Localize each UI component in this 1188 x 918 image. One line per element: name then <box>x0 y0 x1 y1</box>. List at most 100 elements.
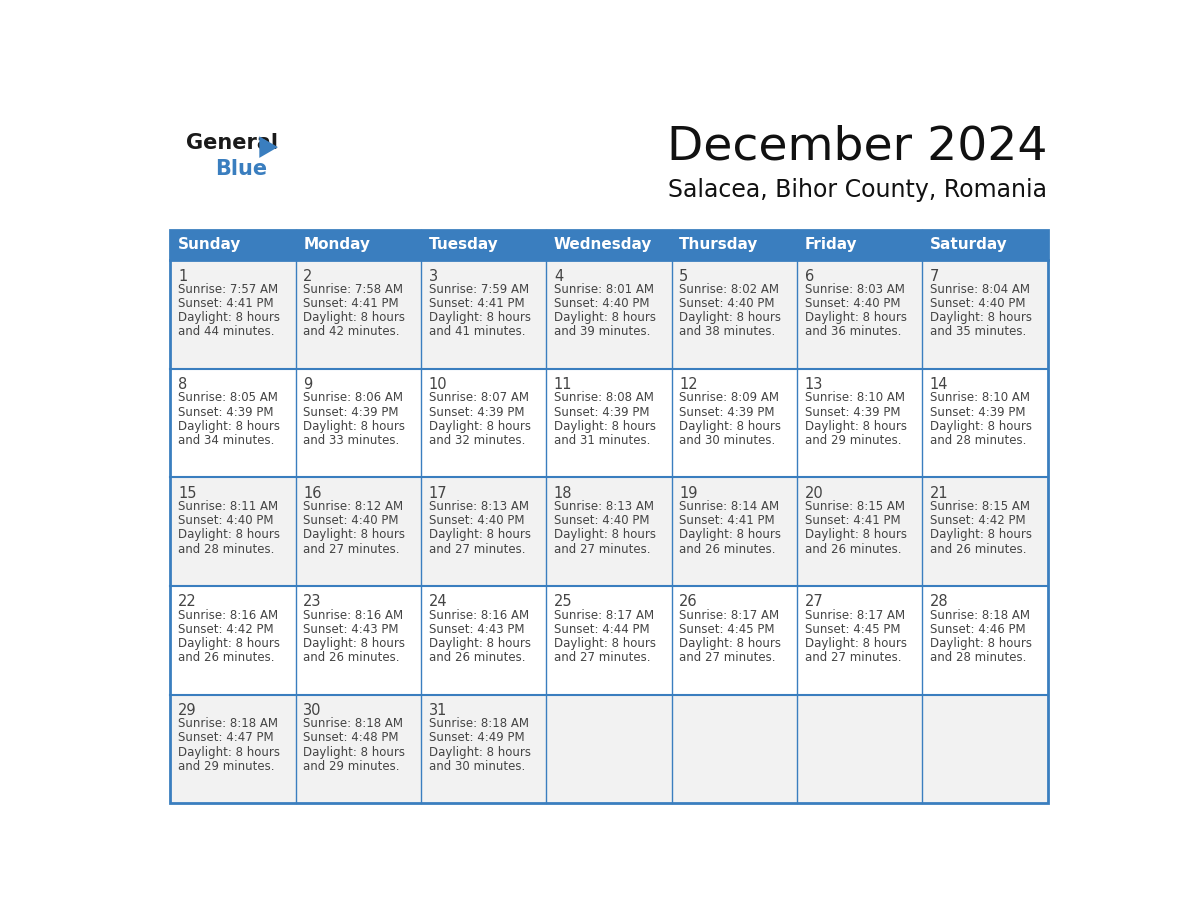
Text: Daylight: 8 hours: Daylight: 8 hours <box>178 745 280 758</box>
Text: Sunset: 4:40 PM: Sunset: 4:40 PM <box>554 514 650 527</box>
Text: Sunrise: 8:13 AM: Sunrise: 8:13 AM <box>429 500 529 513</box>
Text: and 28 minutes.: and 28 minutes. <box>178 543 274 555</box>
Text: and 30 minutes.: and 30 minutes. <box>680 434 776 447</box>
Text: Sunset: 4:48 PM: Sunset: 4:48 PM <box>303 732 399 744</box>
Polygon shape <box>259 137 278 158</box>
Text: Sunset: 4:39 PM: Sunset: 4:39 PM <box>178 406 273 419</box>
Text: and 26 minutes.: and 26 minutes. <box>804 543 901 555</box>
Text: Friday: Friday <box>804 238 858 252</box>
Text: Sunrise: 8:05 AM: Sunrise: 8:05 AM <box>178 391 278 405</box>
Text: Sunrise: 8:15 AM: Sunrise: 8:15 AM <box>804 500 904 513</box>
Text: 21: 21 <box>930 486 948 501</box>
Text: and 27 minutes.: and 27 minutes. <box>680 651 776 664</box>
Text: Sunset: 4:40 PM: Sunset: 4:40 PM <box>303 514 399 527</box>
Text: Sunset: 4:40 PM: Sunset: 4:40 PM <box>930 297 1025 310</box>
Bar <box>170 695 1048 803</box>
Bar <box>546 230 671 261</box>
Bar <box>170 230 1048 803</box>
Text: Daylight: 8 hours: Daylight: 8 hours <box>554 420 656 432</box>
Text: Sunrise: 8:10 AM: Sunrise: 8:10 AM <box>930 391 1030 405</box>
Text: Tuesday: Tuesday <box>429 238 498 252</box>
Text: Sunset: 4:43 PM: Sunset: 4:43 PM <box>303 622 399 636</box>
Text: Sunrise: 8:08 AM: Sunrise: 8:08 AM <box>554 391 653 405</box>
Text: Saturday: Saturday <box>930 238 1007 252</box>
Text: Sunrise: 7:57 AM: Sunrise: 7:57 AM <box>178 283 278 296</box>
Text: and 27 minutes.: and 27 minutes. <box>429 543 525 555</box>
Text: Daylight: 8 hours: Daylight: 8 hours <box>554 637 656 650</box>
Text: 8: 8 <box>178 377 188 392</box>
Text: Daylight: 8 hours: Daylight: 8 hours <box>429 311 531 324</box>
Text: Sunset: 4:43 PM: Sunset: 4:43 PM <box>429 622 524 636</box>
Text: Daylight: 8 hours: Daylight: 8 hours <box>930 311 1032 324</box>
Text: Daylight: 8 hours: Daylight: 8 hours <box>178 420 280 432</box>
Text: and 26 minutes.: and 26 minutes. <box>930 543 1026 555</box>
Text: Sunrise: 8:18 AM: Sunrise: 8:18 AM <box>303 717 403 730</box>
Text: Sunset: 4:39 PM: Sunset: 4:39 PM <box>930 406 1025 419</box>
Text: Sunrise: 8:04 AM: Sunrise: 8:04 AM <box>930 283 1030 296</box>
Text: Sunset: 4:45 PM: Sunset: 4:45 PM <box>680 622 775 636</box>
Bar <box>797 230 922 261</box>
Text: Sunrise: 8:14 AM: Sunrise: 8:14 AM <box>680 500 779 513</box>
Bar <box>421 230 546 261</box>
Text: 11: 11 <box>554 377 573 392</box>
Text: Sunday: Sunday <box>178 238 241 252</box>
Text: Wednesday: Wednesday <box>554 238 652 252</box>
Text: Daylight: 8 hours: Daylight: 8 hours <box>303 745 405 758</box>
Text: Sunrise: 7:58 AM: Sunrise: 7:58 AM <box>303 283 403 296</box>
Text: Sunrise: 8:18 AM: Sunrise: 8:18 AM <box>930 609 1030 621</box>
Text: 29: 29 <box>178 703 196 718</box>
Text: Daylight: 8 hours: Daylight: 8 hours <box>554 311 656 324</box>
Text: 10: 10 <box>429 377 447 392</box>
Text: Monday: Monday <box>303 238 371 252</box>
Text: 26: 26 <box>680 595 697 610</box>
Text: and 26 minutes.: and 26 minutes. <box>429 651 525 664</box>
Text: Sunset: 4:45 PM: Sunset: 4:45 PM <box>804 622 901 636</box>
Text: and 27 minutes.: and 27 minutes. <box>303 543 400 555</box>
Text: Sunrise: 8:17 AM: Sunrise: 8:17 AM <box>680 609 779 621</box>
Bar <box>170 477 1048 586</box>
Text: 20: 20 <box>804 486 823 501</box>
Text: General: General <box>185 133 278 153</box>
Text: Sunset: 4:46 PM: Sunset: 4:46 PM <box>930 622 1025 636</box>
Text: Daylight: 8 hours: Daylight: 8 hours <box>930 637 1032 650</box>
Bar <box>170 261 1048 369</box>
Text: and 26 minutes.: and 26 minutes. <box>178 651 274 664</box>
Text: Daylight: 8 hours: Daylight: 8 hours <box>554 529 656 542</box>
Text: and 27 minutes.: and 27 minutes. <box>804 651 901 664</box>
Text: 27: 27 <box>804 595 823 610</box>
Text: Sunrise: 7:59 AM: Sunrise: 7:59 AM <box>429 283 529 296</box>
Text: and 33 minutes.: and 33 minutes. <box>303 434 399 447</box>
Text: Sunset: 4:39 PM: Sunset: 4:39 PM <box>303 406 399 419</box>
Text: 9: 9 <box>303 377 312 392</box>
Text: Thursday: Thursday <box>680 238 759 252</box>
Text: 19: 19 <box>680 486 697 501</box>
Text: 17: 17 <box>429 486 447 501</box>
Text: Daylight: 8 hours: Daylight: 8 hours <box>178 637 280 650</box>
Text: Daylight: 8 hours: Daylight: 8 hours <box>804 637 906 650</box>
Text: Daylight: 8 hours: Daylight: 8 hours <box>429 529 531 542</box>
Text: Sunrise: 8:02 AM: Sunrise: 8:02 AM <box>680 283 779 296</box>
Text: Daylight: 8 hours: Daylight: 8 hours <box>804 311 906 324</box>
Text: and 34 minutes.: and 34 minutes. <box>178 434 274 447</box>
Text: and 30 minutes.: and 30 minutes. <box>429 760 525 773</box>
Text: and 26 minutes.: and 26 minutes. <box>680 543 776 555</box>
Bar <box>170 230 296 261</box>
Text: Sunset: 4:42 PM: Sunset: 4:42 PM <box>930 514 1025 527</box>
Text: Daylight: 8 hours: Daylight: 8 hours <box>429 420 531 432</box>
Text: Daylight: 8 hours: Daylight: 8 hours <box>930 529 1032 542</box>
Text: Daylight: 8 hours: Daylight: 8 hours <box>178 311 280 324</box>
Text: Daylight: 8 hours: Daylight: 8 hours <box>680 529 782 542</box>
Text: and 29 minutes.: and 29 minutes. <box>303 760 400 773</box>
Text: Sunrise: 8:17 AM: Sunrise: 8:17 AM <box>554 609 655 621</box>
Text: 30: 30 <box>303 703 322 718</box>
Text: Sunrise: 8:03 AM: Sunrise: 8:03 AM <box>804 283 904 296</box>
Text: Daylight: 8 hours: Daylight: 8 hours <box>429 637 531 650</box>
Text: and 27 minutes.: and 27 minutes. <box>554 543 651 555</box>
Text: Sunset: 4:40 PM: Sunset: 4:40 PM <box>178 514 273 527</box>
Text: 6: 6 <box>804 269 814 284</box>
Text: Sunset: 4:49 PM: Sunset: 4:49 PM <box>429 732 524 744</box>
Text: and 36 minutes.: and 36 minutes. <box>804 325 901 339</box>
Text: 14: 14 <box>930 377 948 392</box>
Text: Sunrise: 8:07 AM: Sunrise: 8:07 AM <box>429 391 529 405</box>
Text: and 32 minutes.: and 32 minutes. <box>429 434 525 447</box>
